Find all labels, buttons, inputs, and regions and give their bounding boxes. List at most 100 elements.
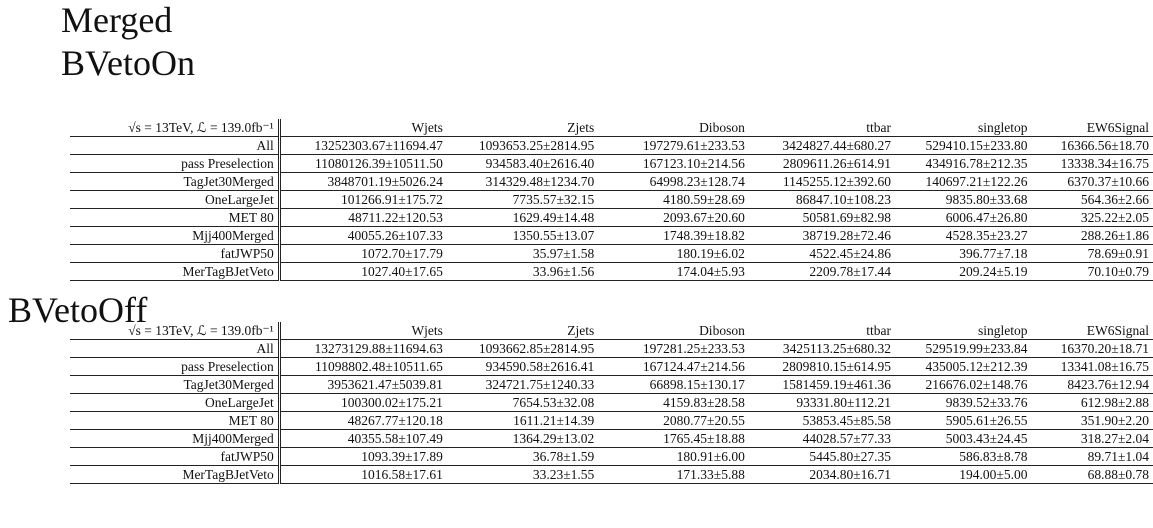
table-cell: 13252303.67±11694.47	[279, 136, 447, 155]
table-cell: 180.19±6.02	[598, 244, 749, 263]
table-row: fatJWP50 1072.70±17.79 35.97±1.58 180.19±6.…	[70, 244, 1153, 263]
table-cell: 2093.67±20.60	[598, 208, 749, 227]
table-cell: 167123.10±214.56	[598, 154, 749, 173]
row-label: pass Preselection	[70, 357, 281, 376]
row-label: MerTagBJetVeto	[70, 465, 281, 484]
table-cell: 4522.45±24.86	[748, 244, 896, 263]
table-cell: 564.36±2.66	[1031, 190, 1153, 209]
table-cell: 529410.15±233.80	[895, 136, 1032, 155]
table-cell: 194.00±5.00	[895, 465, 1032, 484]
table-cell: 66898.15±130.17	[598, 375, 749, 394]
energy-luminosity-label: √s = 13TeV, ℒ = 139.0fb⁻¹	[70, 322, 281, 340]
table-cell: 1072.70±17.79	[279, 244, 447, 263]
column-header-ttbar: ttbar	[748, 119, 896, 137]
table-cell: 1581459.19±461.36	[748, 375, 896, 394]
table-cell: 586.83±8.78	[895, 447, 1032, 466]
row-label: fatJWP50	[70, 244, 281, 263]
column-header-diboson: Diboson	[598, 322, 749, 340]
table-cell: 86847.10±108.23	[748, 190, 896, 209]
table-cell: 6370.37±10.66	[1031, 172, 1153, 191]
table-cell: 216676.02±148.76	[895, 375, 1032, 394]
column-header-ttbar: ttbar	[748, 322, 896, 340]
table-cell: 1364.29±13.02	[446, 429, 599, 448]
table-cell: 100300.02±175.21	[279, 393, 447, 412]
column-header-wjets: Wjets	[279, 322, 447, 340]
table-cell: 3848701.19±5026.24	[279, 172, 447, 191]
table-cell: 3425113.25±680.32	[748, 339, 896, 358]
table-cell: 2080.77±20.55	[598, 411, 749, 430]
row-label: MET 80	[70, 208, 281, 227]
row-label: OneLargeJet	[70, 190, 281, 209]
table-cell: 8423.76±12.94	[1031, 375, 1153, 394]
table-cell: 7654.53±32.08	[446, 393, 599, 412]
table-cell: 64998.23±128.74	[598, 172, 749, 191]
table-row: pass Preselection 11098802.48±10511.65 934…	[70, 357, 1153, 376]
table-cell: 934590.58±2616.41	[446, 357, 599, 376]
table-row: TagJet30Merged 3953621.47±5039.81 324721.7…	[70, 375, 1153, 394]
table-cell: 40055.26±107.33	[279, 226, 447, 245]
row-label: OneLargeJet	[70, 393, 281, 412]
column-header-ew6signal: EW6Signal	[1031, 322, 1153, 340]
table-row: fatJWP50 1093.39±17.89 36.78±1.59 180.91±6.…	[70, 447, 1153, 466]
table-cell: 48711.22±120.53	[279, 208, 447, 227]
table-header-row: √s = 13TeV, ℒ = 139.0fb⁻¹ Wjets Zjets Dibos…	[70, 119, 1153, 137]
table-header-row: √s = 13TeV, ℒ = 139.0fb⁻¹ Wjets Zjets Dibos…	[70, 322, 1153, 340]
table-cell: 435005.12±212.39	[895, 357, 1032, 376]
cutflow-table-bvetoon: √s = 13TeV, ℒ = 139.0fb⁻¹ Wjets Zjets Dibos…	[70, 119, 1153, 281]
table-row: All 13273129.88±11694.63 1093662.85±2814.9…	[70, 339, 1153, 358]
table-cell: 529519.99±233.84	[895, 339, 1032, 358]
table-cell: 171.33±5.88	[598, 465, 749, 484]
table-cell: 35.97±1.58	[446, 244, 599, 263]
row-label: All	[70, 339, 281, 358]
table-cell: 5003.43±24.45	[895, 429, 1032, 448]
table-cell: 934583.40±2616.40	[446, 154, 599, 173]
table-cell: 16366.56±18.70	[1031, 136, 1153, 155]
table-row: Mjj400Merged 40355.58±107.49 1364.29±13.02…	[70, 429, 1153, 448]
row-label: pass Preselection	[70, 154, 281, 173]
table-cell: 1611.21±14.39	[446, 411, 599, 430]
table-cell: 93331.80±112.21	[748, 393, 896, 412]
table-cell: 167124.47±214.56	[598, 357, 749, 376]
table-cell: 180.91±6.00	[598, 447, 749, 466]
table-row: OneLargeJet 101266.91±175.72 7735.57±32.15…	[70, 190, 1153, 209]
table-cell: 48267.77±120.18	[279, 411, 447, 430]
table-cell: 2034.80±16.71	[748, 465, 896, 484]
table-cell: 174.04±5.93	[598, 262, 749, 281]
table-row: MerTagBJetVeto 1027.40±17.65 33.96±1.56 174…	[70, 262, 1153, 281]
table-cell: 1629.49±14.48	[446, 208, 599, 227]
table-cell: 68.88±0.78	[1031, 465, 1153, 484]
row-label: MET 80	[70, 411, 281, 430]
row-label: fatJWP50	[70, 447, 281, 466]
table-row: TagJet30Merged 3848701.19±5026.24 314329.4…	[70, 172, 1153, 191]
table-cell: 1016.58±17.61	[279, 465, 447, 484]
table-cell: 4180.59±28.69	[598, 190, 749, 209]
column-header-zjets: Zjets	[446, 119, 599, 137]
table-cell: 50581.69±82.98	[748, 208, 896, 227]
table-cell: 101266.91±175.72	[279, 190, 447, 209]
table-cell: 1748.39±18.82	[598, 226, 749, 245]
table-cell: 4528.35±23.27	[895, 226, 1032, 245]
column-header-wjets: Wjets	[279, 119, 447, 137]
row-label: Mjj400Merged	[70, 429, 281, 448]
row-label: TagJet30Merged	[70, 375, 281, 394]
table-cell: 1145255.12±392.60	[748, 172, 896, 191]
table-cell: 11098802.48±10511.65	[279, 357, 447, 376]
row-label: Mjj400Merged	[70, 226, 281, 245]
row-label: MerTagBJetVeto	[70, 262, 281, 281]
table-row: MET 80 48267.77±120.18 1611.21±14.39 2080.7…	[70, 411, 1153, 430]
column-header-diboson: Diboson	[598, 119, 749, 137]
table-cell: 53853.45±85.58	[748, 411, 896, 430]
table-cell: 2809611.26±614.91	[748, 154, 896, 173]
table-cell: 197281.25±233.53	[598, 339, 749, 358]
table-cell: 1027.40±17.65	[279, 262, 447, 281]
cutflow-table-bvetooff: √s = 13TeV, ℒ = 139.0fb⁻¹ Wjets Zjets Dibos…	[70, 322, 1153, 484]
table-cell: 1093653.25±2814.95	[446, 136, 599, 155]
table-cell: 11080126.39±10511.50	[279, 154, 447, 173]
table-cell: 78.69±0.91	[1031, 244, 1153, 263]
table-cell: 209.24±5.19	[895, 262, 1032, 281]
row-label: All	[70, 136, 281, 155]
table-cell: 13341.08±16.75	[1031, 357, 1153, 376]
table-row: All 13252303.67±11694.47 1093653.25±2814.9…	[70, 136, 1153, 155]
table-cell: 40355.58±107.49	[279, 429, 447, 448]
heading-bvetoon: BVetoOn	[61, 43, 195, 83]
